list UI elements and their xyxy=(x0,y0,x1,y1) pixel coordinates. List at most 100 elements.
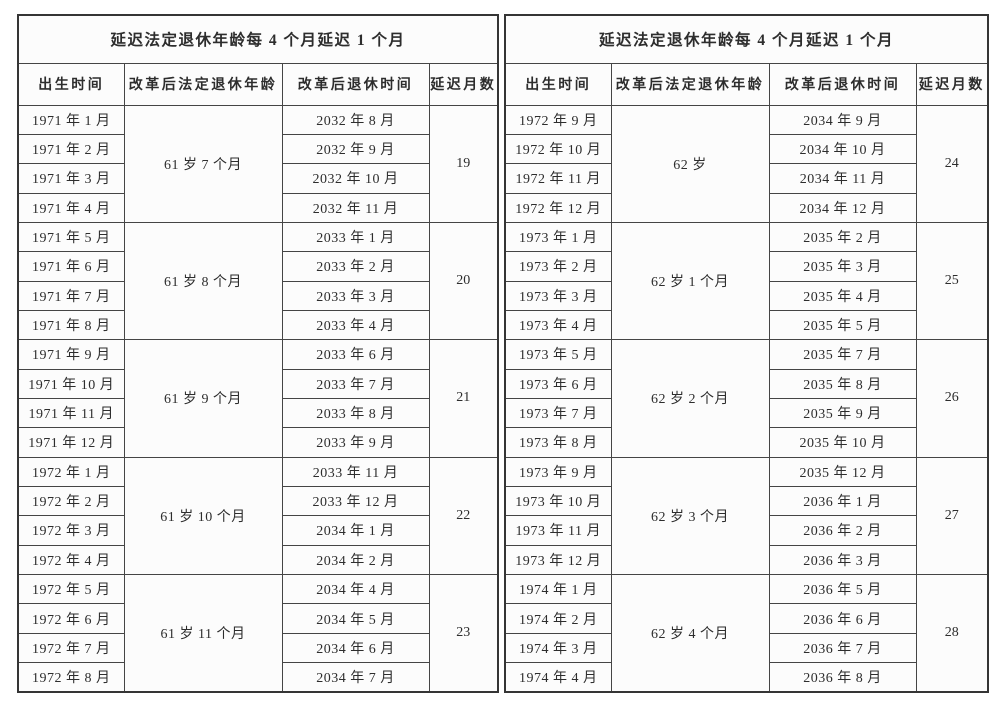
retire-time-cell: 2034 年 5 月 xyxy=(281,603,430,634)
delay-months-cell: 22 xyxy=(428,456,499,576)
delay-months-cell: 24 xyxy=(915,104,989,223)
statutory-age-cell: 62 岁 3 个月 xyxy=(610,456,770,576)
column-header-retire-time: 改革后退休时间 xyxy=(768,62,917,106)
statutory-age-cell: 62 岁 2 个月 xyxy=(610,339,770,458)
retire-time-cell: 2033 年 7 月 xyxy=(281,368,430,399)
table-row: 1972 年 3 月 2034 年 1 月 xyxy=(17,515,498,546)
statutory-age-cell: 62 岁 xyxy=(610,104,770,223)
retire-time-cell: 2034 年 4 月 xyxy=(281,573,430,605)
retirement-table-left: 延迟法定退休年龄每 4 个月延迟 1 个月 出生时间 改革后法定退休年龄 改革后退休时… xyxy=(17,14,500,693)
birth-month-cell: 1974 年 4 月 xyxy=(504,662,612,693)
birth-month-cell: 1973 年 10 月 xyxy=(504,485,612,517)
birth-month-cell: 1971 年 1 月 xyxy=(17,104,125,135)
table-row: 1972 年 2 月 2033 年 12 月 xyxy=(17,485,498,517)
retire-time-cell: 2036 年 5 月 xyxy=(768,573,917,605)
birth-month-cell: 1971 年 11 月 xyxy=(17,397,125,429)
birth-month-cell: 1971 年 8 月 xyxy=(17,309,125,341)
birth-month-cell: 1972 年 2 月 xyxy=(17,485,125,517)
birth-month-cell: 1972 年 7 月 xyxy=(17,632,125,664)
retire-time-cell: 2033 年 12 月 xyxy=(281,485,430,517)
birth-month-cell: 1974 年 3 月 xyxy=(504,632,612,664)
birth-month-cell: 1973 年 12 月 xyxy=(504,544,612,576)
table-row: 1972 年 8 月 2034 年 7 月 xyxy=(17,662,498,693)
retire-time-cell: 2032 年 11 月 xyxy=(281,192,430,223)
retire-time-cell: 2035 年 8 月 xyxy=(768,368,917,399)
birth-month-cell: 1971 年 9 月 xyxy=(17,339,125,370)
retire-time-cell: 2036 年 3 月 xyxy=(768,544,917,576)
birth-month-cell: 1972 年 12 月 xyxy=(504,192,612,223)
table-row: 1973 年 10 月 2036 年 1 月 xyxy=(504,485,988,517)
table-row: 1971 年 6 月 2033 年 2 月 xyxy=(17,251,498,282)
table-row: 1973 年 5 月 62 岁 2 个月 2035 年 7 月 26 xyxy=(504,339,989,458)
retire-time-cell: 2035 年 5 月 xyxy=(768,309,917,341)
birth-month-cell: 1972 年 9 月 xyxy=(504,104,612,135)
table-row: 1971 年 10 月 2033 年 7 月 xyxy=(17,368,498,399)
retire-time-cell: 2034 年 10 月 xyxy=(768,133,917,165)
statutory-age-cell: 62 岁 1 个月 xyxy=(610,221,770,341)
birth-month-cell: 1971 年 2 月 xyxy=(17,133,125,165)
table-row: 1973 年 3 月 2035 年 4 月 xyxy=(504,280,988,311)
table-row: 1973 年 1 月 62 岁 1 个月 2035 年 2 月 25 xyxy=(504,221,989,341)
table-title: 延迟法定退休年龄每 4 个月延迟 1 个月 xyxy=(17,14,499,64)
table-row: 1971 年 11 月 2033 年 8 月 xyxy=(17,397,498,429)
table-row: 1972 年 6 月 2034 年 5 月 xyxy=(17,603,498,634)
table-row: 1973 年 4 月 2035 年 5 月 xyxy=(504,309,988,341)
retire-time-cell: 2032 年 9 月 xyxy=(281,133,430,165)
birth-month-cell: 1973 年 5 月 xyxy=(504,339,612,370)
retire-time-cell: 2036 年 2 月 xyxy=(768,515,917,546)
delay-months-cell: 27 xyxy=(915,456,989,576)
birth-month-cell: 1973 年 6 月 xyxy=(504,368,612,399)
table-row: 1972 年 4 月 2034 年 2 月 xyxy=(17,544,498,576)
table-title: 延迟法定退休年龄每 4 个月延迟 1 个月 xyxy=(504,14,989,64)
table-row: 1974 年 3 月 2036 年 7 月 xyxy=(504,632,988,664)
birth-month-cell: 1973 年 2 月 xyxy=(504,251,612,282)
birth-month-cell: 1972 年 10 月 xyxy=(504,133,612,165)
table-row: 1971 年 7 月 2033 年 3 月 xyxy=(17,280,498,311)
birth-month-cell: 1972 年 6 月 xyxy=(17,603,125,634)
birth-month-cell: 1973 年 3 月 xyxy=(504,280,612,311)
birth-month-cell: 1972 年 5 月 xyxy=(17,573,125,605)
retire-time-cell: 2034 年 1 月 xyxy=(281,515,430,546)
table-row: 1973 年 9 月 62 岁 3 个月 2035 年 12 月 27 xyxy=(504,456,989,576)
birth-month-cell: 1972 年 11 月 xyxy=(504,163,612,194)
delay-months-cell: 19 xyxy=(428,104,499,223)
table-row: 1971 年 1 月 61 岁 7 个月 2032 年 8 月 19 xyxy=(17,104,499,223)
retire-time-cell: 2034 年 9 月 xyxy=(768,104,917,135)
table-row: 1972 年 1 月 61 岁 10 个月 2033 年 11 月 22 xyxy=(17,456,499,576)
column-header-row: 出生时间 改革后法定退休年龄 改革后退休时间 延迟月数 xyxy=(17,62,499,106)
retire-time-cell: 2036 年 6 月 xyxy=(768,603,917,634)
statutory-age-cell: 62 岁 4 个月 xyxy=(610,573,770,693)
statutory-age-cell: 61 岁 7 个月 xyxy=(123,104,283,223)
retire-time-cell: 2035 年 3 月 xyxy=(768,251,917,282)
birth-month-cell: 1972 年 8 月 xyxy=(17,662,125,693)
table-row: 1973 年 2 月 2035 年 3 月 xyxy=(504,251,988,282)
birth-month-cell: 1972 年 1 月 xyxy=(17,456,125,487)
delay-months-cell: 21 xyxy=(428,339,499,458)
birth-month-cell: 1973 年 7 月 xyxy=(504,397,612,429)
table-row: 1971 年 8 月 2033 年 4 月 xyxy=(17,309,498,341)
retire-time-cell: 2033 年 6 月 xyxy=(281,339,430,370)
statutory-age-cell: 61 岁 10 个月 xyxy=(123,456,283,576)
table-row: 1971 年 3 月 2032 年 10 月 xyxy=(17,163,498,194)
column-header-statutory-age: 改革后法定退休年龄 xyxy=(123,62,283,106)
table-row: 1971 年 9 月 61 岁 9 个月 2033 年 6 月 21 xyxy=(17,339,499,458)
retire-time-cell: 2033 年 3 月 xyxy=(281,280,430,311)
table-body-left: 延迟法定退休年龄每 4 个月延迟 1 个月 出生时间 改革后法定退休年龄 改革后退休时… xyxy=(17,14,499,693)
table-row: 1973 年 12 月 2036 年 3 月 xyxy=(504,544,988,576)
tables-container: 延迟法定退休年龄每 4 个月延迟 1 个月 出生时间 改革后法定退休年龄 改革后退休时… xyxy=(17,14,990,693)
birth-month-cell: 1974 年 2 月 xyxy=(504,603,612,634)
retire-time-cell: 2034 年 6 月 xyxy=(281,632,430,664)
birth-month-cell: 1973 年 9 月 xyxy=(504,456,612,487)
retire-time-cell: 2034 年 11 月 xyxy=(768,163,917,194)
table-body-right: 延迟法定退休年龄每 4 个月延迟 1 个月 出生时间 改革后法定退休年龄 改革后退休时… xyxy=(504,14,989,693)
column-header-delay-months: 延迟月数 xyxy=(915,62,989,106)
column-header-birth: 出生时间 xyxy=(17,62,125,106)
retire-time-cell: 2035 年 4 月 xyxy=(768,280,917,311)
retire-time-cell: 2032 年 8 月 xyxy=(281,104,430,135)
table-title-row: 延迟法定退休年龄每 4 个月延迟 1 个月 xyxy=(504,14,989,64)
retire-time-cell: 2033 年 1 月 xyxy=(281,221,430,253)
statutory-age-cell: 61 岁 8 个月 xyxy=(123,221,283,341)
column-header-retire-time: 改革后退休时间 xyxy=(281,62,430,106)
table-title-row: 延迟法定退休年龄每 4 个月延迟 1 个月 xyxy=(17,14,499,64)
